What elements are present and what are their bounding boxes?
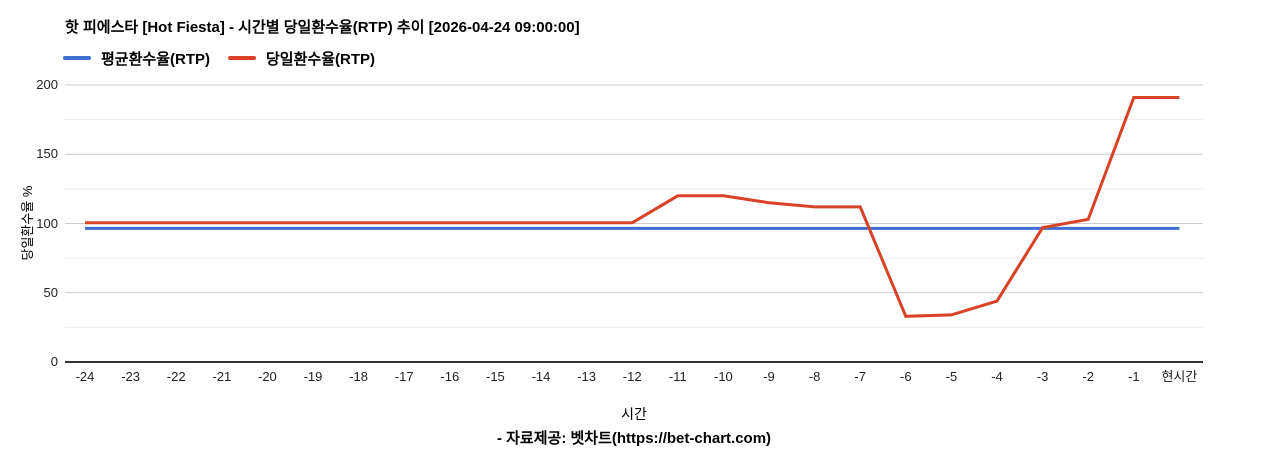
x-tick-label: -8 [808,369,821,384]
legend-label-daily-rtp: 당일환수율(RTP) [266,50,375,68]
x-tick-label: -24 [75,369,95,384]
x-tick-label: -1 [1128,369,1140,384]
y-tick-label: 50 [43,284,58,300]
x-tick-label: -13 [577,369,596,384]
y-tick-label: 200 [36,77,58,92]
x-tick-label: -21 [212,369,232,384]
avg-rtp-line-swatch [63,56,91,60]
y-tick-label: 150 [36,146,58,162]
daily-rtp-line [85,95,1180,318]
y-tick-label: 100 [36,215,58,231]
x-tick-label: -18 [349,369,368,384]
y-axis-title: 당일환수율 % [20,185,35,261]
chart-title: 핫 피에스타 [Hot Fiesta] - 시간별 당일환수율(RTP) 추이 … [65,19,580,36]
x-axis-title: 시간 [621,406,647,422]
x-tick-label: -7 [854,369,866,384]
x-tick-label: -19 [303,369,323,384]
x-tick-label: -12 [622,369,642,384]
x-tick-label: -22 [166,369,186,384]
x-tick-label: -9 [763,369,775,384]
x-tick-label: -3 [1036,369,1049,384]
daily-rtp-line-swatch [228,56,256,60]
legend-label-avg-rtp: 평균환수율(RTP) [101,50,210,68]
source-attribution: - 자료제공: 벳차트(https://bet-chart.com) [496,430,772,447]
x-tick-label: -6 [900,369,912,384]
legend-item-daily-rtp: 당일환수율(RTP) [228,48,375,69]
x-tick-label: -2 [1082,369,1094,384]
x-tick-label: -10 [713,369,733,384]
y-tick-label: 0 [50,354,58,369]
x-tick-label: -17 [394,369,414,384]
x-tick-label: -20 [257,369,277,384]
legend-item-avg-rtp: 평균환수율(RTP) [63,48,210,69]
legend: 평균환수율(RTP) 당일환수율(RTP) [63,48,375,69]
x-tick-label: -5 [945,369,958,384]
x-tick-label: -23 [121,369,140,384]
x-tick-label: -16 [440,369,460,384]
x-tick-label: -14 [531,369,551,384]
x-tick-label: -11 [668,369,687,384]
x-tick-label: -15 [485,369,505,384]
x-tick-label: -4 [991,369,1003,384]
x-tick-label: 현시간 [1161,369,1198,384]
